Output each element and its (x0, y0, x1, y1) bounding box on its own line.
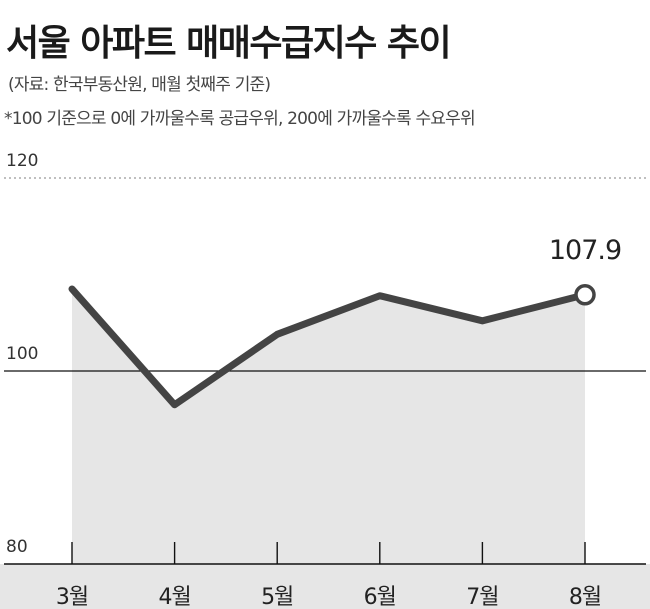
x-tick-label: 6월 (364, 585, 396, 609)
x-axis-band (0, 564, 650, 609)
data-label: 107.9 (549, 235, 621, 266)
x-tick-label: 8월 (569, 585, 601, 609)
x-tick-label: 7월 (466, 585, 498, 609)
chart-source: (자료: 한국부동산원, 매월 첫째주 기준) (8, 75, 271, 95)
x-tick-label: 5월 (261, 585, 293, 609)
series-line (68, 285, 589, 409)
y-tick-label: 80 (6, 537, 28, 557)
x-tick-label: 3월 (56, 585, 88, 609)
area-fill (72, 288, 585, 564)
chart-footnote: *100 기준으로 0에 가까울수록 공급우위, 200에 가까울수록 수요우위 (4, 109, 476, 129)
y-tick-label: 100 (6, 344, 38, 364)
highlighted-data-point (574, 284, 596, 306)
chart-title: 서울 아파트 매매수급지수 추이 (6, 23, 452, 64)
y-tick-label: 120 (6, 151, 38, 171)
x-tick-label: 4월 (158, 585, 190, 609)
